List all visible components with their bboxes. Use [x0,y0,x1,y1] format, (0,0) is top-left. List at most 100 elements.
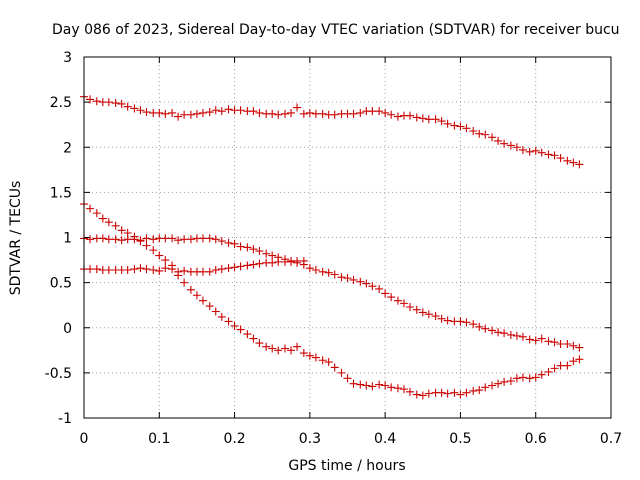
y-tick-label: 2 [63,140,72,156]
data-point-plus [224,317,233,326]
data-point-plus [506,141,515,150]
data-point-plus [462,318,471,327]
data-point-plus [481,383,490,392]
data-point-plus [205,234,214,243]
data-point-plus [192,109,201,118]
data-point-plus [287,108,296,117]
x-tick-label: 0 [80,431,89,447]
data-point-plus [161,264,170,273]
data-point-plus [161,109,170,118]
data-point-plus [500,377,509,386]
data-point-plus [512,143,521,152]
data-point-plus [230,321,239,330]
data-point-plus [104,235,113,244]
data-point-plus [550,338,559,347]
data-point-plus [431,115,440,124]
data-point-plus [569,357,578,366]
data-point-plus [512,331,521,340]
data-point-plus [168,265,177,274]
data-point-plus [375,380,384,389]
data-point-plus [262,249,271,258]
data-point-plus [424,389,433,398]
y-tick-label: 1.5 [50,185,72,201]
data-point-plus [192,291,201,300]
data-point-plus [123,235,132,244]
data-point-plus [293,103,302,112]
data-point-plus [274,110,283,119]
data-point-plus [368,382,377,391]
data-point-plus [412,305,421,314]
data-point-plus [368,282,377,291]
data-point-plus [424,310,433,319]
data-point-plus [155,266,164,275]
data-point-plus [86,204,95,213]
data-point-plus [142,108,151,117]
data-point-plus [518,332,527,341]
data-point-plus [161,234,170,243]
data-points [80,92,584,400]
data-point-plus [198,296,207,305]
data-point-plus [500,139,509,148]
data-point-plus [168,108,177,117]
data-point-plus [431,312,440,321]
data-point-plus [293,342,302,351]
data-point-plus [456,122,465,131]
data-point-plus [488,133,497,142]
y-tick-label: 0.5 [50,276,72,292]
data-point-plus [287,346,296,355]
data-point-plus [86,95,95,104]
data-point-plus [531,373,540,382]
data-point-plus [224,238,233,247]
data-point-plus [356,277,365,286]
data-point-plus [104,98,113,107]
data-point-plus [462,124,471,133]
data-point-plus [281,109,290,118]
data-point-plus [318,109,327,118]
data-point-plus [281,344,290,353]
data-point-plus [117,99,126,108]
data-point-plus [92,209,101,218]
data-point-plus [525,147,534,156]
data-point-plus [243,261,252,270]
data-point-plus [205,302,214,311]
data-point-plus [387,110,396,119]
data-point-plus [198,234,207,243]
data-point-plus [149,246,158,255]
data-point-plus [86,235,95,244]
data-point-plus [393,296,402,305]
data-point-plus [556,339,565,348]
data-point-plus [318,356,327,365]
x-axis-label: GPS time / hours [288,458,405,474]
data-point-plus [230,263,239,272]
data-point-plus [544,150,553,159]
y-tick-label: 0 [63,321,72,337]
data-point-plus [217,265,226,274]
data-point-plus [418,391,427,400]
data-point-plus [211,235,220,244]
data-point-plus [236,325,245,334]
data-point-plus [525,374,534,383]
data-point-plus [537,148,546,157]
data-point-plus [494,379,503,388]
data-point-plus [399,385,408,394]
data-point-plus [149,265,158,274]
data-point-plus [161,256,170,265]
data-point-plus [362,381,371,390]
data-point-plus [405,111,414,120]
data-point-plus [405,387,414,396]
data-point-plus [569,341,578,350]
data-point-plus [274,346,283,355]
data-point-plus [130,104,139,113]
data-point-plus [255,339,264,348]
data-point-plus [575,343,584,352]
data-point-plus [399,299,408,308]
data-point-plus [450,121,459,130]
data-point-plus [494,328,503,337]
data-point-plus [531,146,540,155]
data-point-plus [117,236,126,245]
data-point-plus [556,154,565,163]
data-point-plus [149,235,158,244]
data-point-plus [469,320,478,329]
data-point-plus [249,334,258,343]
data-point-plus [287,257,296,266]
